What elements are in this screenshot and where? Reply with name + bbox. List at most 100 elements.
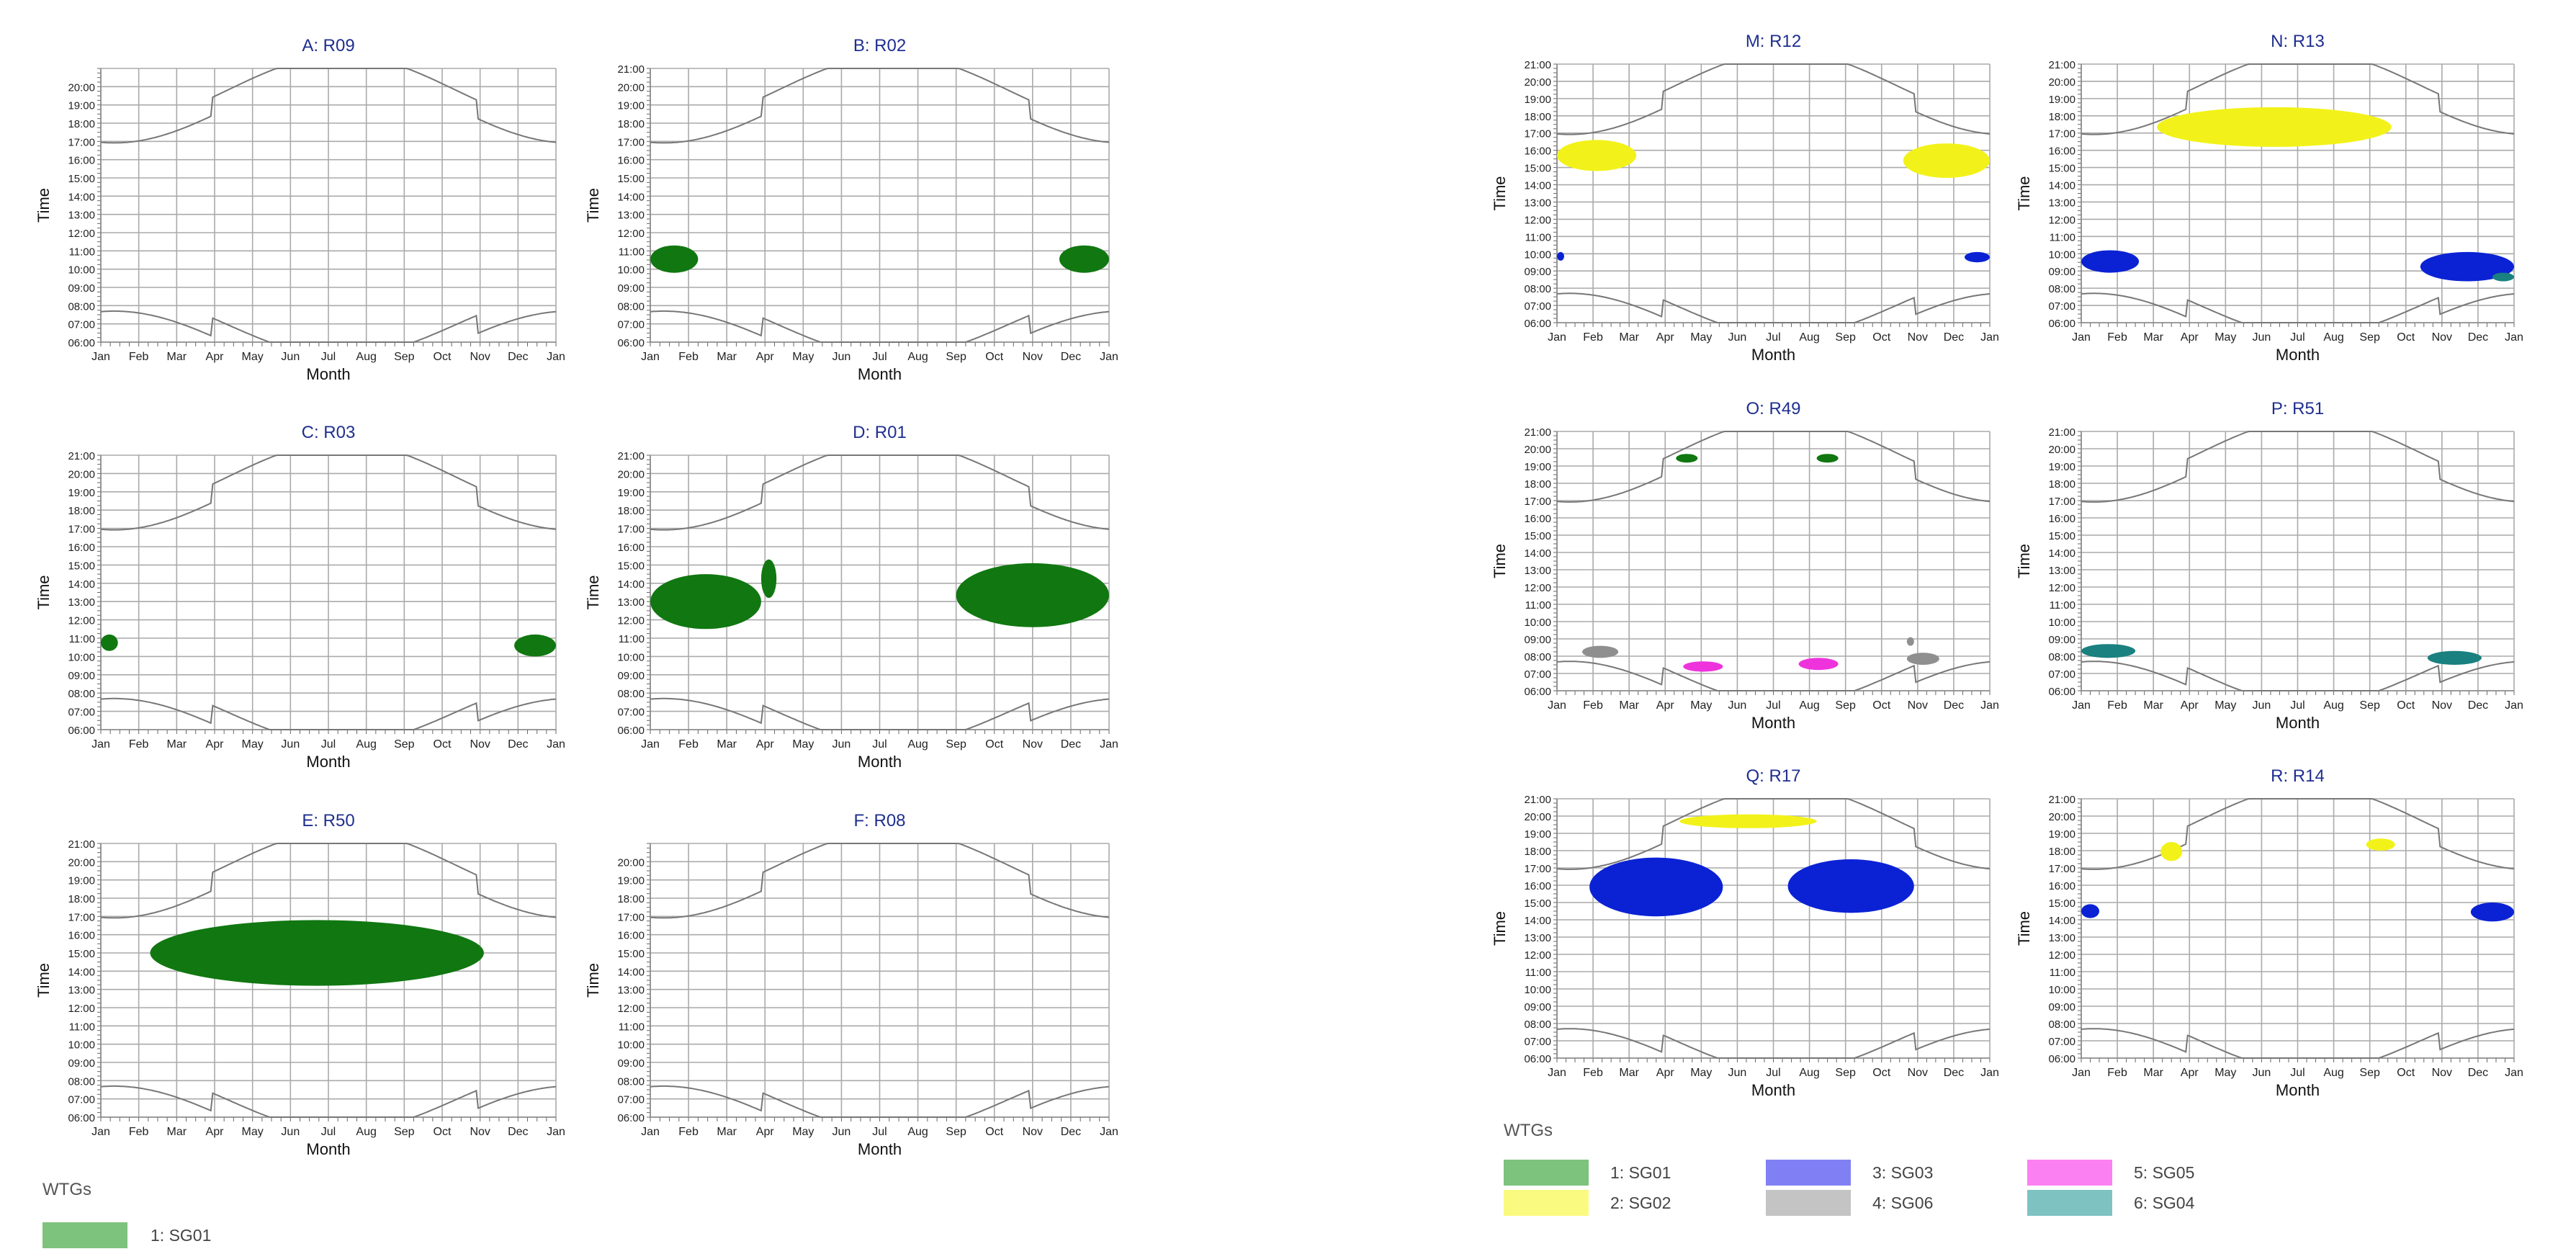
x-tick-label: Dec — [2468, 1067, 2488, 1079]
y-tick-label: 20:00 — [617, 468, 645, 480]
x-tick-label: Jan — [547, 1126, 565, 1138]
x-tick-label: May — [242, 351, 264, 363]
shadow-area-sg03 — [2470, 903, 2514, 922]
x-tick-label: Feb — [678, 738, 699, 751]
x-tick-label: Dec — [508, 738, 528, 751]
y-tick-label: 20:00 — [617, 856, 645, 869]
y-tick-label: 09:00 — [68, 1057, 95, 1070]
x-tick-label: Sep — [1835, 331, 1856, 344]
y-tick-label: 16:00 — [2048, 513, 2075, 525]
y-tick-label: 09:00 — [68, 670, 95, 682]
y-tick-label: 20:00 — [1524, 811, 1551, 823]
y-tick-label: 10:00 — [1524, 248, 1551, 261]
legend-swatch — [42, 1222, 127, 1248]
shadow-area-sg01 — [150, 920, 484, 986]
chart-title: E: R50 — [302, 811, 354, 830]
y-tick-label: 20:00 — [617, 81, 645, 94]
y-tick-label: 19:00 — [68, 487, 95, 499]
legend-swatch — [2027, 1160, 2112, 1186]
x-tick-label: May — [1690, 331, 1712, 344]
y-tick-label: 08:00 — [617, 300, 645, 313]
chart-panel-n: N: R13 06:00 07:00 08:00 09:00 10:00 11:00 12:0… — [2015, 32, 2523, 364]
y-tick-label: 21:00 — [617, 63, 645, 76]
legend-swatch — [1504, 1160, 1589, 1186]
sunset-curve — [100, 68, 557, 144]
sunset-curve — [650, 843, 1110, 919]
sunset-curve — [1556, 431, 1991, 503]
x-tick-label: Feb — [129, 351, 149, 363]
x-tick-label: Jun — [281, 738, 300, 751]
chart-panel-p: P: R51 06:00 07:00 08:00 09:00 10:00 11:00 12:0… — [2015, 399, 2523, 732]
x-tick-label: Jan — [2505, 1067, 2523, 1079]
y-tick-label: 09:00 — [617, 1057, 645, 1070]
sunrise-curve — [100, 310, 557, 343]
y-tick-label: 21:00 — [1524, 794, 1551, 806]
legend-title: WTGs — [42, 1180, 91, 1199]
x-tick-label: Apr — [206, 738, 225, 751]
x-tick-label: Feb — [2107, 331, 2127, 344]
shadow-area-sg01 — [1676, 454, 1698, 463]
y-tick-label: 07:00 — [68, 319, 95, 331]
x-tick-label: Jun — [1728, 1067, 1747, 1079]
x-tick-label: Dec — [1061, 1126, 1081, 1138]
chart-title: P: R51 — [2271, 399, 2324, 418]
x-tick-label: Apr — [756, 738, 775, 751]
x-tick-label: Oct — [985, 1126, 1003, 1138]
y-tick-label: 07:00 — [617, 319, 645, 331]
y-tick-label: 08:00 — [68, 1075, 95, 1088]
x-tick-label: Apr — [1656, 1067, 1675, 1079]
shadow-area-sg02 — [1557, 140, 1637, 171]
y-tick-label: 14:00 — [68, 191, 95, 203]
y-tick-label: 07:00 — [2048, 668, 2075, 681]
y-tick-label: 12:00 — [2048, 214, 2075, 226]
y-tick-label: 15:00 — [68, 173, 95, 185]
x-tick-label: Apr — [2181, 699, 2199, 712]
y-tick-label: 12:00 — [617, 1003, 645, 1015]
y-tick-label: 20:00 — [68, 856, 95, 869]
y-tick-label: 06:00 — [1524, 318, 1551, 330]
x-tick-label: Jan — [91, 1126, 110, 1138]
x-tick-label: Nov — [470, 1126, 490, 1138]
y-tick-label: 13:00 — [617, 985, 645, 997]
x-tick-label: Nov — [1023, 351, 1043, 363]
y-tick-label: 12:00 — [617, 615, 645, 627]
y-tick-label: 18:00 — [68, 118, 95, 130]
y-tick-label: 13:00 — [1524, 932, 1551, 944]
x-tick-label: Nov — [470, 738, 490, 751]
x-tick-label: Jan — [2072, 699, 2091, 712]
y-tick-label: 18:00 — [1524, 846, 1551, 858]
sunset-curve — [2081, 431, 2515, 503]
y-tick-label: 07:00 — [1524, 1036, 1551, 1048]
y-tick-label: 12:00 — [68, 1003, 95, 1015]
y-tick-label: 19:00 — [2048, 461, 2075, 473]
x-tick-label: Jul — [2290, 699, 2305, 712]
x-axis-label: Month — [858, 1140, 902, 1158]
shadow-area-sg01 — [1816, 454, 1839, 463]
y-tick-label: 15:00 — [1524, 897, 1551, 910]
y-tick-label: 13:00 — [68, 210, 95, 222]
sunrise-curve — [1556, 660, 1991, 691]
y-tick-label: 17:00 — [2048, 863, 2075, 875]
y-tick-label: 18:00 — [68, 893, 95, 905]
legend-label: 1: SG01 — [151, 1226, 212, 1245]
x-tick-label: Jan — [641, 738, 660, 751]
y-tick-label: 20:00 — [1524, 76, 1551, 89]
y-tick-label: 12:00 — [1524, 214, 1551, 226]
x-tick-label: Mar — [167, 1126, 187, 1138]
x-tick-label: Jul — [321, 1126, 336, 1138]
x-tick-label: Dec — [2468, 699, 2488, 712]
y-tick-label: 20:00 — [1524, 444, 1551, 456]
y-tick-label: 19:00 — [1524, 461, 1551, 473]
y-axis-label: Time — [35, 963, 53, 998]
y-tick-label: 16:00 — [68, 155, 95, 167]
x-tick-label: Mar — [167, 738, 187, 751]
y-tick-label: 15:00 — [2048, 163, 2075, 175]
chart-title: Q: R17 — [1746, 766, 1800, 786]
chart-panel-f: F: R08 06:00 07:00 08:00 09:00 10:00 11:00 12:0… — [584, 811, 1118, 1158]
x-tick-label: Apr — [756, 1126, 775, 1138]
y-tick-label: 21:00 — [617, 450, 645, 462]
x-tick-label: Feb — [2107, 699, 2127, 712]
y-tick-label: 18:00 — [1524, 478, 1551, 491]
x-tick-label: Dec — [1944, 1067, 1964, 1079]
shadow-area-sg01 — [514, 634, 556, 657]
